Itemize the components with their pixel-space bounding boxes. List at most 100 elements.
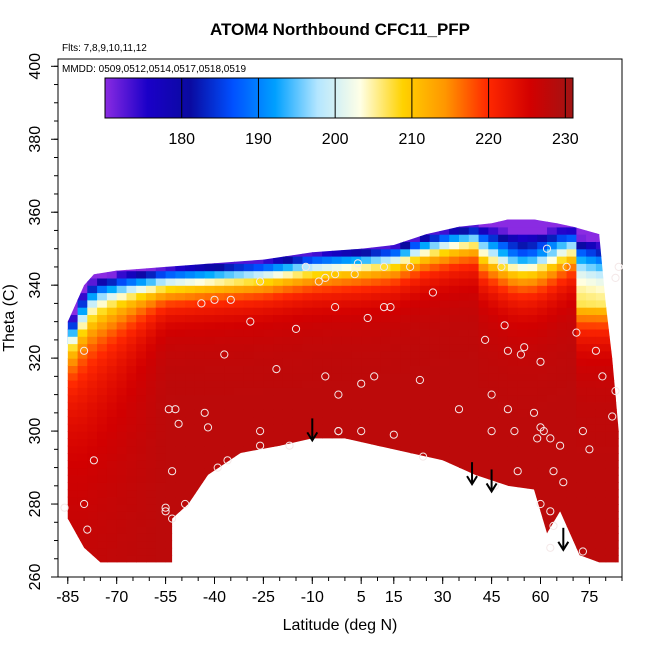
field-cell: [77, 409, 88, 418]
field-cell: [77, 372, 88, 381]
field-cell: [478, 525, 489, 534]
field-cell: [175, 270, 186, 279]
field-cell: [322, 336, 333, 345]
field-cell: [292, 365, 304, 374]
field-cell: [439, 343, 450, 352]
field-cell: [175, 467, 186, 476]
field-cell: [517, 372, 529, 381]
field-cell: [136, 547, 147, 556]
field-cell: [263, 205, 273, 213]
field-cell: [77, 423, 88, 432]
field-cell: [488, 555, 499, 563]
field-cell: [576, 525, 587, 534]
field-cell: [586, 401, 597, 410]
field-cell: [468, 248, 480, 257]
field-cell: [116, 533, 128, 542]
field-cell: [155, 336, 167, 345]
sample-point: [415, 375, 424, 385]
field-cell: [606, 562, 616, 570]
field-cell: [234, 263, 245, 272]
field-cell: [351, 387, 362, 396]
field-cell: [527, 263, 538, 272]
field-cell: [165, 416, 176, 425]
field-cell: [449, 277, 460, 286]
field-cell: [595, 248, 607, 257]
field-cell: [106, 525, 118, 534]
field-cell: [263, 540, 274, 549]
field-cell: [87, 518, 98, 527]
field-cell: [400, 226, 411, 235]
field-cell: [292, 533, 304, 542]
field-cell: [77, 394, 88, 403]
field-cell: [488, 256, 499, 264]
field-cell: [194, 234, 206, 242]
field-cell: [243, 350, 255, 359]
field-cell: [605, 350, 617, 359]
sample-point: [168, 514, 177, 523]
field-cell: [175, 219, 186, 228]
field-cell: [273, 328, 284, 337]
field-cell: [146, 489, 157, 498]
field-cell: [478, 350, 489, 359]
field-cell: [439, 460, 450, 469]
field-cell: [468, 482, 480, 491]
field-cell: [234, 277, 245, 286]
field-cell: [595, 489, 607, 498]
field-cell: [243, 467, 255, 476]
field-cell: [243, 431, 255, 439]
field-cell: [322, 292, 333, 301]
field-cell: [537, 263, 548, 272]
field-cell: [459, 525, 470, 534]
field-cell: [224, 321, 235, 330]
field-cell: [527, 219, 538, 228]
field-cell: [449, 219, 460, 221]
field-cell: [380, 263, 392, 272]
field-cell: [77, 328, 88, 337]
field-cell: [67, 431, 79, 439]
field-cell: [155, 482, 167, 491]
field-cell: [224, 219, 235, 228]
field-cell: [595, 365, 607, 374]
field-cell: [263, 380, 274, 388]
field-cell: [517, 219, 529, 228]
field-cell: [282, 307, 294, 315]
field-cell: [507, 416, 519, 425]
field-cell: [136, 365, 147, 374]
field-cell: [595, 431, 607, 439]
field-cell: [166, 562, 176, 570]
field-cell: [361, 372, 372, 381]
field-cell: [371, 277, 382, 286]
field-cell: [224, 350, 235, 359]
field-cell: [67, 285, 79, 294]
field-cell: [155, 270, 167, 279]
field-cell: [380, 365, 392, 374]
field-cell: [371, 474, 382, 483]
field-cell: [204, 358, 216, 366]
field-cell: [410, 299, 421, 308]
field-cell: [341, 467, 352, 476]
sample-point: [539, 427, 548, 436]
sample-point: [559, 478, 568, 487]
field-cell: [507, 234, 519, 242]
field-cell: [204, 285, 216, 294]
field-cell: [322, 496, 333, 505]
field-cell: [429, 219, 441, 228]
field-cell: [67, 358, 69, 366]
field-cell: [419, 431, 431, 439]
field-cell: [528, 562, 538, 570]
field-cell: [341, 219, 352, 228]
field-cell: [282, 547, 294, 556]
x-axis: -85 -70 -55 -40 -25 -10 5 15 30 45 60 75: [56, 577, 623, 606]
field-cell: [331, 314, 343, 323]
field-cell: [459, 562, 469, 570]
field-cell: [341, 350, 352, 359]
field-cell: [361, 416, 372, 425]
field-cell: [400, 423, 411, 432]
field-cell: [498, 504, 509, 512]
field-cell: [175, 234, 186, 242]
field-cell: [400, 219, 411, 221]
field-cell: [224, 372, 235, 381]
field-cell: [292, 504, 304, 512]
field-cell: [507, 504, 519, 512]
field-cell: [400, 285, 411, 294]
